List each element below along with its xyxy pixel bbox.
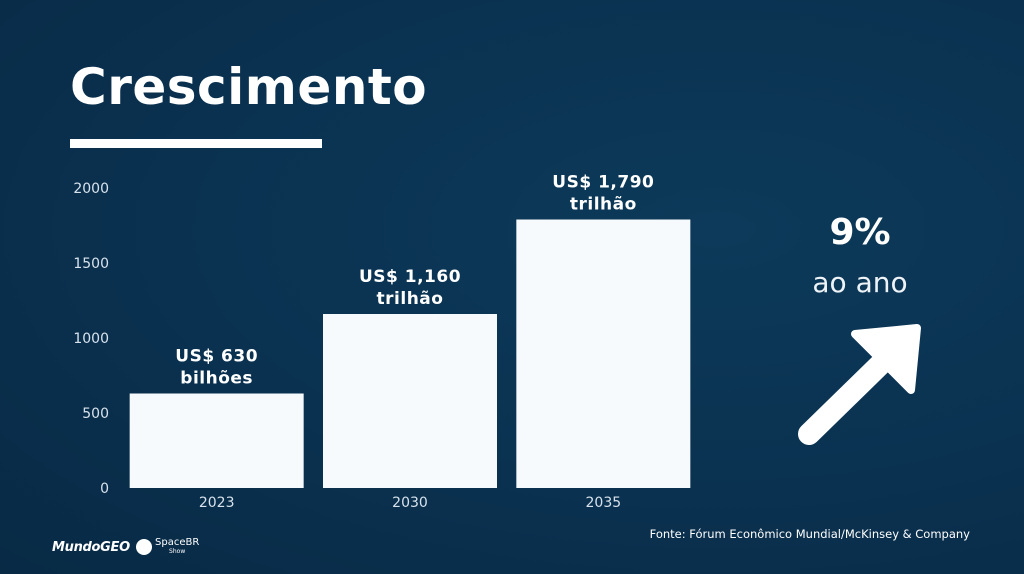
x-tick-label: 2023 [199, 495, 235, 511]
arrow-up-right-icon [798, 324, 921, 445]
bar-2030 [323, 314, 497, 488]
x-tick-label: 2030 [392, 495, 428, 511]
mundogeo-logo: MundoGEO [52, 540, 130, 555]
bars [129, 219, 691, 488]
x-axis: 2023 2030 2035 [199, 495, 621, 511]
source-note: Fonte: Fórum Econômico Mundial/McKinsey … [649, 527, 970, 541]
bar-2035 [516, 219, 691, 488]
spacebr-logo: SpaceBR Show [136, 538, 199, 556]
x-tick-label: 2035 [586, 495, 622, 511]
data-label: bilhões [180, 369, 253, 389]
slide-title: Crescimento [70, 58, 428, 116]
y-axis: 0 500 1000 1500 2000 [73, 181, 109, 497]
bar-2023 [129, 393, 304, 488]
data-label: US$ 630 [175, 347, 258, 367]
data-label: US$ 1,790 [552, 173, 654, 193]
title-underline [70, 139, 322, 148]
y-tick-label: 0 [100, 481, 109, 497]
growth-rate-text: ao ano [812, 266, 908, 299]
growth-rate: 9% [829, 212, 891, 253]
y-tick-label: 1000 [73, 331, 109, 347]
data-label: trilhão [377, 289, 444, 309]
data-label: US$ 1,160 [359, 267, 461, 287]
y-tick-label: 2000 [73, 181, 109, 197]
spacebr-logo-icon [136, 539, 152, 555]
spacebr-logo-text: SpaceBR [155, 537, 200, 548]
y-tick-label: 500 [82, 406, 109, 422]
y-tick-label: 1500 [73, 256, 109, 272]
data-label: trilhão [570, 195, 637, 215]
spacebr-logo-subtext: Show [169, 548, 186, 555]
